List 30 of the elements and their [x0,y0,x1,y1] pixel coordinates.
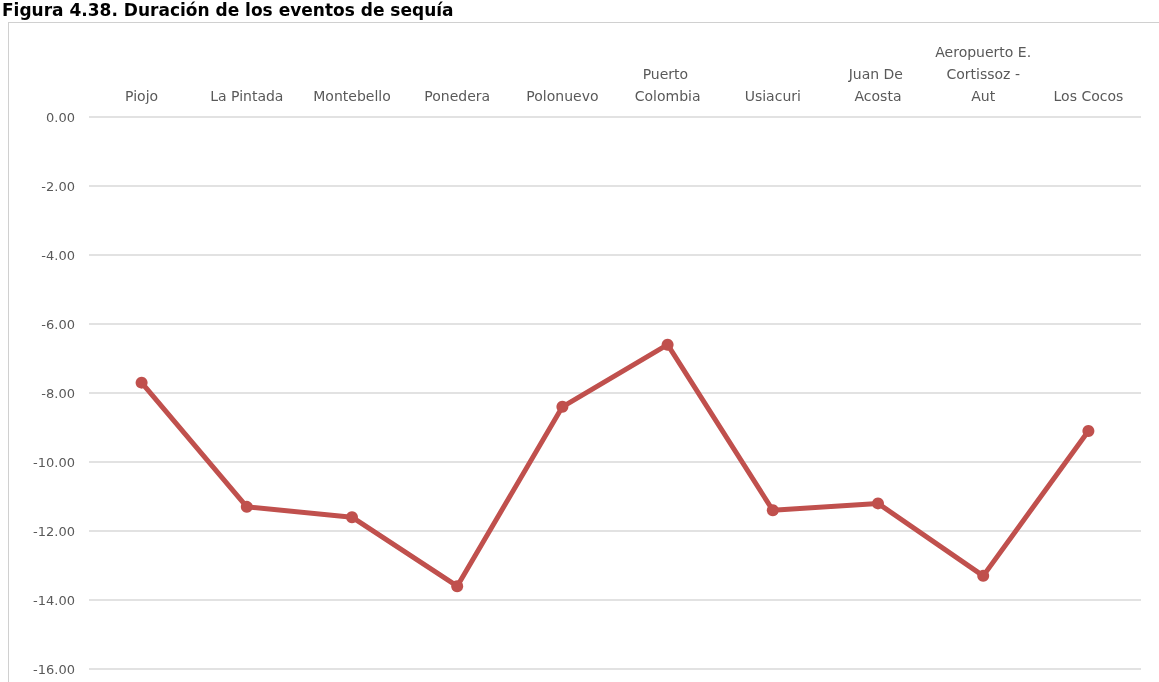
point [977,569,990,582]
y-tick-label: -2.00 [41,178,75,194]
point [1082,424,1095,437]
y-tick-label: -14.00 [33,592,75,608]
x-tick-label: Los Cocos [1053,88,1124,104]
point [240,500,253,513]
point [661,338,674,351]
y-tick-label: -16.00 [33,661,75,677]
y-tick-label: -8.00 [41,385,75,401]
y-tick-label: -10.00 [33,454,75,470]
y-tick-label: -6.00 [41,316,75,332]
x-tick-label: Juan De Acosta [847,66,908,104]
x-tick-label: Usiacuri [744,88,801,104]
x-tick-label: Piojo [125,88,159,104]
x-tick-label: Polonuevo [526,88,599,104]
x-tick-label: Montebello [313,88,391,104]
point [766,504,779,517]
point [346,511,358,524]
x-tick-label: Puerto Colombia [634,66,701,104]
x-tick-label: Ponedera [424,88,491,104]
y-tick-label: 0.00 [46,109,75,125]
x-tick-label: La Pintada [210,88,284,104]
y-tick-label: -4.00 [41,247,75,263]
point [556,400,569,413]
y-tick-label: -12.00 [33,523,75,539]
chart-title: Figura 4.38. Duración de los eventos de sequía [2,0,455,22]
point [451,580,464,593]
point [872,497,884,510]
x-tick-label: Aeropuerto E. Cortissoz - Aut [935,44,1032,104]
point [135,376,148,389]
